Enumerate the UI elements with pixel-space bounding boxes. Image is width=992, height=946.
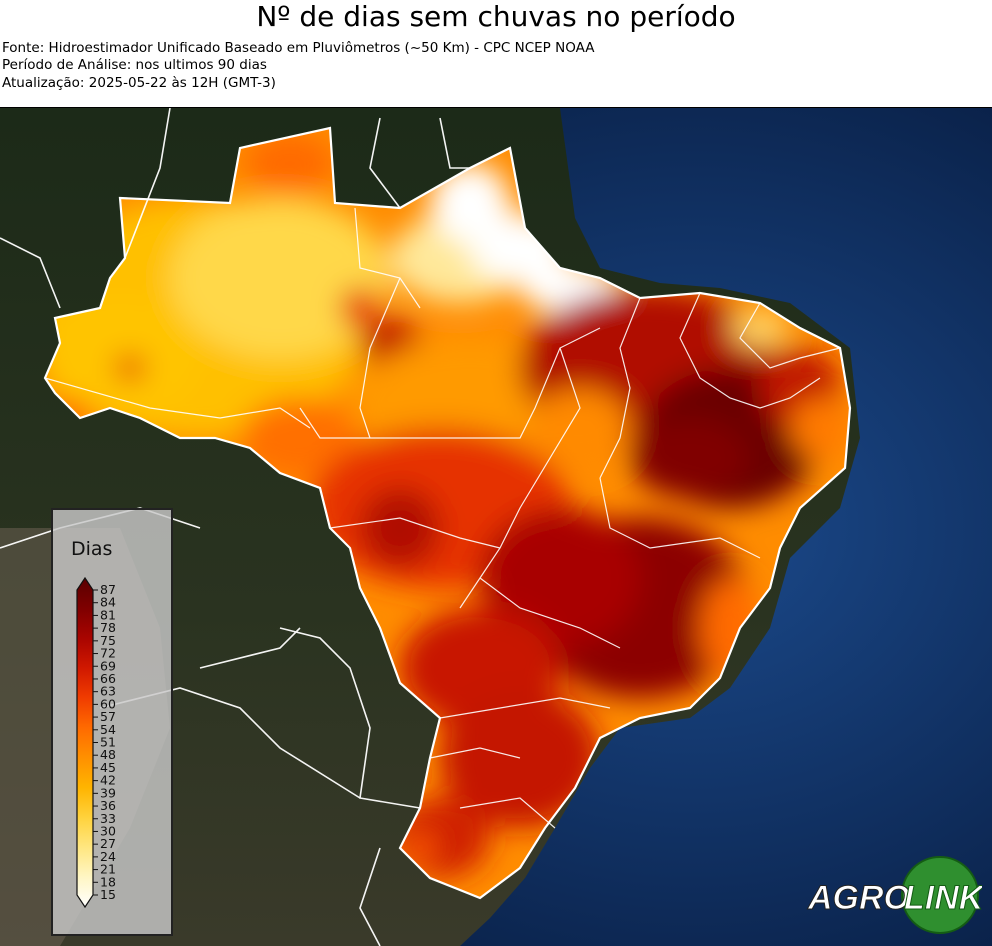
legend-tick-label: 36 xyxy=(100,798,116,813)
color-scale-legend: Dias 15 18 21 24 27 30 33 36 39 42 45 48 51 54 57 60 63 6… xyxy=(51,508,173,936)
legend-tick-label: 15 xyxy=(100,887,116,902)
legend-tick-label: 69 xyxy=(100,658,116,673)
legend-tick-label: 21 xyxy=(100,862,116,877)
legend-tick-label: 33 xyxy=(100,811,116,826)
legend-tick-label: 45 xyxy=(100,760,116,775)
legend-tick-label: 60 xyxy=(100,696,116,711)
data-source-text: Fonte: Hidroestimador Unificado Baseado … xyxy=(2,40,595,56)
legend-tick-label: 84 xyxy=(100,595,116,610)
legend-tick-label: 75 xyxy=(100,633,116,648)
legend-tick-label: 57 xyxy=(100,709,116,724)
update-time-text: Atualização: 2025-05-22 às 12H (GMT-3) xyxy=(2,75,276,91)
map-title: Nº de dias sem chuvas no período xyxy=(256,0,736,33)
svg-text:AGRO: AGRO xyxy=(807,879,910,917)
legend-tick-label: 24 xyxy=(100,849,116,864)
brazil-outline xyxy=(43,126,852,900)
legend-tick-label: 27 xyxy=(100,836,116,851)
svg-text:LINK: LINK xyxy=(904,879,982,917)
legend-tick-label: 66 xyxy=(100,671,116,686)
legend-tick-label: 48 xyxy=(100,747,116,762)
dry-days-heatmap xyxy=(45,128,850,898)
analysis-period-text: Período de Análise: nos ultimos 90 dias xyxy=(2,57,267,73)
legend-tick-label: 81 xyxy=(100,607,116,622)
state-borders xyxy=(44,207,841,829)
legend-color-bar xyxy=(76,576,94,909)
agrolink-logo: AGRO LINK xyxy=(806,855,986,935)
legend-tick-label: 63 xyxy=(100,684,116,699)
legend-tick-label: 30 xyxy=(100,823,116,838)
legend-tick-label: 78 xyxy=(100,620,116,635)
legend-colorbar: 1518212427303336394245485154576063666972… xyxy=(76,576,116,909)
legend-tick-label: 51 xyxy=(100,735,116,750)
legend-tick-label: 18 xyxy=(100,874,116,889)
legend-tick-label: 72 xyxy=(100,646,116,661)
legend-tick-label: 54 xyxy=(100,722,116,737)
legend-tick-label: 42 xyxy=(100,773,116,788)
legend-tick-label: 39 xyxy=(100,785,116,800)
legend-title: Dias xyxy=(71,538,113,560)
legend-tick-label: 87 xyxy=(100,582,116,597)
